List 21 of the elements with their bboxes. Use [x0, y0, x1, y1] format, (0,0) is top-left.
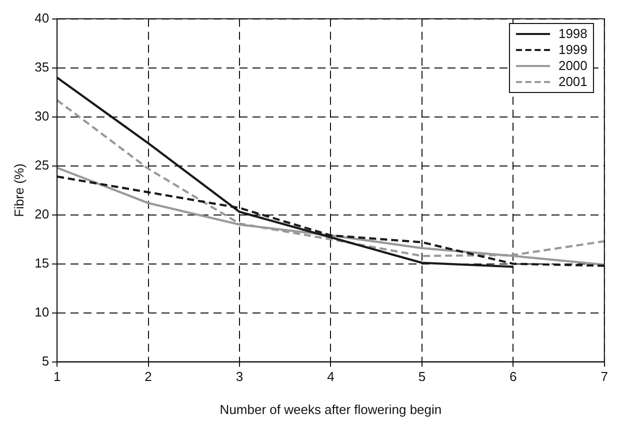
x-tick-label: 3 — [236, 369, 244, 384]
y-axis-title: Fibre (%) — [11, 164, 26, 218]
y-tick-label: 35 — [34, 59, 50, 74]
legend-label: 1999 — [558, 42, 588, 58]
y-tick-label: 5 — [42, 353, 50, 368]
x-axis-title: Number of weeks after flowering begin — [220, 402, 442, 417]
legend-label: 2001 — [558, 74, 588, 90]
y-tick-label: 30 — [34, 108, 50, 124]
x-tick-label: 5 — [418, 369, 426, 384]
legend-label: 2000 — [558, 58, 588, 74]
y-tick-label: 25 — [34, 157, 50, 172]
x-tick-label: 6 — [510, 369, 517, 384]
y-tick-label: 15 — [34, 255, 50, 270]
x-tick-label: 1 — [53, 369, 61, 384]
x-tick-label: 2 — [144, 369, 152, 384]
y-tick-label: 40 — [34, 10, 50, 26]
x-tick-label: 4 — [327, 369, 334, 384]
x-tick-label: 7 — [600, 369, 608, 384]
y-tick-label: 20 — [34, 206, 50, 222]
y-tick-label: 10 — [34, 304, 50, 320]
legend-label: 1998 — [558, 26, 588, 42]
